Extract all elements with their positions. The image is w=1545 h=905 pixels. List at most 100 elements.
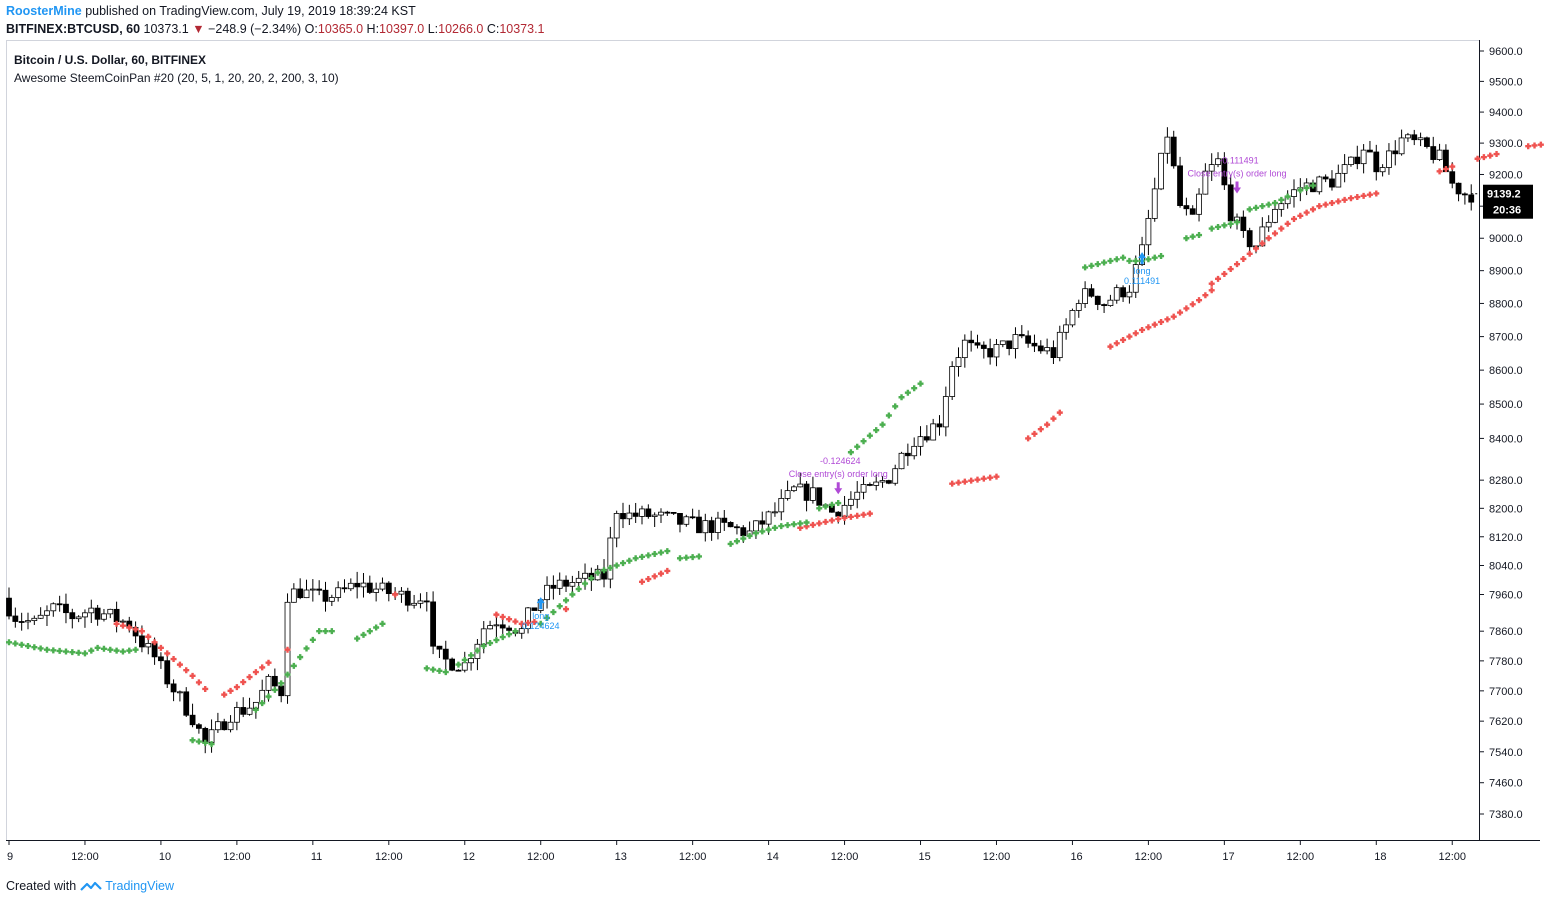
candle-body[interactable] (632, 512, 639, 517)
candle-body[interactable] (999, 340, 1006, 345)
candle-body[interactable] (1215, 158, 1221, 165)
candle-body[interactable] (303, 589, 310, 599)
candle-body[interactable] (626, 512, 633, 520)
candle-body[interactable] (892, 468, 899, 484)
candle-body[interactable] (411, 602, 418, 606)
candle-body[interactable] (347, 582, 354, 590)
candle-body[interactable] (1398, 137, 1405, 155)
candle-body[interactable] (82, 612, 88, 618)
candle-body[interactable] (525, 607, 531, 630)
candle-body[interactable] (1386, 150, 1392, 168)
candle-body[interactable] (639, 508, 645, 517)
candle-body[interactable] (1037, 345, 1044, 352)
candle-body[interactable] (1082, 288, 1088, 304)
candle-body[interactable] (904, 452, 911, 457)
candle-body[interactable] (1468, 194, 1475, 203)
candle-body[interactable] (354, 582, 361, 588)
candle-body[interactable] (1208, 164, 1215, 172)
candle-body[interactable] (759, 520, 766, 525)
price-chart[interactable]: 9600.09500.09400.09300.09200.09100.09000… (0, 40, 1545, 870)
candle-body[interactable] (139, 635, 145, 648)
candle-body[interactable] (1164, 136, 1171, 154)
candle-body[interactable] (31, 617, 38, 622)
candle-body[interactable] (544, 584, 550, 601)
candle-body[interactable] (810, 487, 816, 501)
candle-body[interactable] (430, 601, 437, 647)
candle-body[interactable] (911, 445, 918, 457)
candle-body[interactable] (1246, 230, 1253, 248)
candle-body[interactable] (1462, 193, 1468, 196)
candle-body[interactable] (335, 587, 342, 598)
candle-body[interactable] (518, 628, 525, 634)
candle-body[interactable] (898, 452, 905, 470)
candle-body[interactable] (158, 656, 164, 662)
candle-body[interactable] (1367, 149, 1373, 153)
candle-body[interactable] (499, 624, 506, 629)
candle-body[interactable] (379, 582, 386, 590)
candle-body[interactable] (968, 339, 975, 344)
candle-body[interactable] (398, 590, 405, 595)
candle-body[interactable] (278, 685, 285, 697)
candle-body[interactable] (493, 624, 500, 627)
candle-body[interactable] (1170, 136, 1177, 167)
candle-body[interactable] (487, 625, 493, 630)
candle-body[interactable] (613, 513, 620, 539)
candle-body[interactable] (651, 514, 658, 517)
candle-body[interactable] (1044, 347, 1051, 352)
candle-body[interactable] (177, 691, 183, 694)
candle-body[interactable] (404, 590, 411, 606)
candle-body[interactable] (1272, 208, 1278, 223)
candle-body[interactable] (436, 645, 443, 650)
candle-body[interactable] (6, 597, 12, 617)
candle-body[interactable] (233, 707, 240, 723)
candle-body[interactable] (1348, 156, 1354, 166)
candle-body[interactable] (879, 480, 886, 483)
candle-body[interactable] (942, 396, 949, 428)
candle-body[interactable] (1006, 340, 1013, 349)
candle-body[interactable] (1107, 299, 1114, 307)
candle-body[interactable] (1405, 134, 1411, 139)
candle-body[interactable] (1113, 287, 1120, 301)
candle-body[interactable] (1063, 324, 1070, 333)
candle-body[interactable] (423, 600, 430, 603)
candle-body[interactable] (1373, 151, 1380, 173)
candle-body[interactable] (1177, 165, 1183, 206)
candle-body[interactable] (265, 675, 272, 691)
candle-body[interactable] (480, 628, 487, 645)
candle-body[interactable] (183, 691, 190, 716)
candle-body[interactable] (271, 675, 278, 687)
candle-body[interactable] (753, 520, 759, 532)
candle-body[interactable] (961, 339, 968, 359)
candle-body[interactable] (930, 423, 937, 441)
candle-body[interactable] (1329, 178, 1335, 188)
candle-body[interactable] (316, 588, 323, 591)
candle-body[interactable] (246, 707, 253, 715)
candle-body[interactable] (1316, 176, 1323, 193)
candle-body[interactable] (113, 608, 120, 623)
candle-body[interactable] (936, 423, 943, 428)
candle-body[interactable] (866, 484, 873, 486)
candle-body[interactable] (556, 579, 563, 589)
candle-body[interactable] (366, 582, 373, 593)
candle-body[interactable] (1322, 176, 1329, 180)
candle-body[interactable] (1379, 167, 1386, 173)
candle-body[interactable] (689, 516, 696, 519)
candle-body[interactable] (145, 642, 152, 648)
candle-body[interactable] (563, 579, 569, 587)
candle-body[interactable] (240, 707, 247, 715)
candle-body[interactable] (12, 615, 19, 622)
candle-body[interactable] (569, 582, 576, 587)
candle-body[interactable] (1031, 342, 1038, 347)
candle-body[interactable] (120, 620, 126, 623)
candle-body[interactable] (677, 513, 683, 525)
candle-body[interactable] (835, 511, 842, 517)
candle-body[interactable] (791, 486, 797, 492)
candle-body[interactable] (923, 436, 930, 441)
candle-body[interactable] (1012, 334, 1019, 349)
candle-body[interactable] (195, 724, 202, 729)
candle-body[interactable] (974, 342, 981, 346)
candle-body[interactable] (1291, 189, 1297, 197)
candle-body[interactable] (297, 588, 304, 599)
candle-body[interactable] (328, 597, 335, 602)
candle-body[interactable] (322, 589, 329, 602)
